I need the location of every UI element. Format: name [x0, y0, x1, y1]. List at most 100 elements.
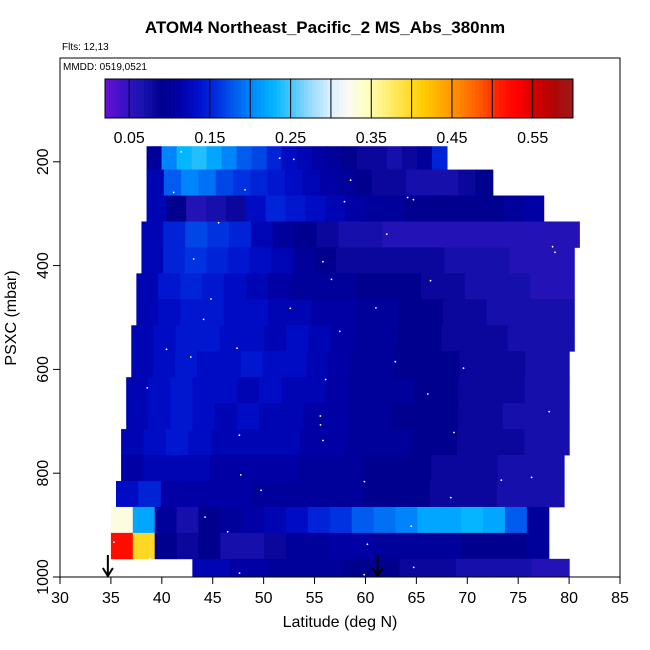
- heatmap-cell: [298, 455, 321, 482]
- heatmap-cell: [351, 532, 375, 560]
- heatmap-cell: [266, 146, 283, 170]
- colorbar-swatch: [249, 79, 254, 118]
- colorbar-swatch: [374, 79, 379, 118]
- heatmap-cell: [397, 325, 420, 352]
- heatmap-cell: [466, 247, 489, 274]
- heatmap-cell: [486, 273, 510, 300]
- heatmap-cell: [221, 146, 238, 170]
- colorbar-swatch: [159, 79, 164, 118]
- heatmap-cell: [322, 429, 346, 456]
- heatmap-cell: [373, 506, 397, 534]
- heatmap-cell: [379, 247, 402, 274]
- heatmap-cell: [369, 403, 393, 430]
- colorbar-swatch: [147, 79, 153, 118]
- sample-dot: [324, 378, 327, 381]
- sample-dot: [363, 480, 366, 483]
- heatmap-cell: [285, 169, 303, 196]
- heatmap-cell: [415, 351, 439, 378]
- sample-dot: [375, 307, 377, 309]
- heatmap-cell: [458, 403, 482, 430]
- heatmap-cell: [165, 429, 189, 456]
- heatmap-cell: [170, 377, 194, 404]
- heatmap-cell: [525, 351, 548, 378]
- heatmap-cell: [336, 247, 359, 274]
- heatmap-cell: [458, 169, 477, 196]
- colorbar-swatch: [327, 79, 332, 118]
- heatmap-cell: [154, 506, 178, 534]
- colorbar-swatch: [420, 79, 426, 118]
- heatmap-cell: [474, 558, 495, 578]
- colorbar-swatch: [440, 79, 445, 118]
- colorbar-swatch: [366, 79, 371, 118]
- heatmap-cell: [262, 351, 286, 378]
- x-tick-label: 30: [51, 590, 69, 607]
- heatmap-cell: [330, 325, 354, 352]
- heatmap-cell: [407, 480, 431, 508]
- heatmap-cell: [248, 558, 269, 578]
- colorbar-swatch: [534, 79, 539, 118]
- heatmap-cell: [436, 403, 459, 430]
- heatmap-cell: [192, 558, 212, 578]
- sample-dot: [238, 572, 241, 575]
- heatmap-cell: [250, 480, 274, 508]
- heatmap-cell: [311, 273, 334, 300]
- heatmap-cell: [186, 195, 207, 222]
- heatmap-cell: [531, 558, 551, 578]
- sample-dot: [165, 348, 168, 351]
- colorbar-swatch: [303, 79, 309, 118]
- heatmap-cell: [519, 455, 543, 482]
- heatmap-cell: [202, 299, 225, 326]
- colorbar-swatch: [362, 79, 367, 118]
- heatmap-cell: [316, 221, 340, 248]
- colorbar-swatch: [112, 79, 118, 118]
- heatmap-cell: [333, 273, 356, 300]
- heatmap-cell: [259, 403, 282, 430]
- heatmap-cell: [210, 429, 234, 456]
- heatmap-cell: [464, 195, 485, 222]
- sample-dot: [319, 415, 322, 417]
- heatmap-cell: [355, 299, 378, 326]
- colorbar-swatch: [479, 79, 484, 118]
- heatmap-cell: [281, 146, 298, 170]
- heatmap-cell: [276, 455, 299, 482]
- heatmap-cell: [461, 506, 484, 534]
- heatmap-cell: [249, 247, 272, 274]
- heatmap-cell: [325, 403, 349, 430]
- heatmap-cell: [207, 221, 230, 248]
- heatmap-cell: [143, 455, 166, 482]
- heatmap-cell: [526, 506, 550, 534]
- heatmap-cell: [502, 377, 526, 404]
- colorbar-swatch: [292, 79, 297, 118]
- colorbar-swatch: [514, 79, 519, 118]
- heatmap-cell: [414, 377, 437, 404]
- heatmap-cell: [345, 429, 369, 456]
- heatmap-cell: [362, 480, 386, 508]
- heatmap-cell: [184, 247, 207, 274]
- heatmap-cell: [295, 480, 319, 508]
- sample-dot: [412, 198, 415, 201]
- heatmap-cell: [350, 351, 373, 378]
- heatmap-cell: [431, 455, 454, 482]
- heatmap-cell: [401, 247, 424, 274]
- sample-dot: [394, 360, 397, 363]
- heatmap-cell: [284, 351, 307, 378]
- heatmap-cell: [223, 299, 247, 326]
- colorbar-swatch: [307, 79, 313, 118]
- heatmap-cell: [529, 325, 553, 352]
- heatmap-cell: [131, 325, 155, 352]
- heatmap-cell: [131, 351, 154, 378]
- heatmap-cell: [245, 299, 269, 326]
- heatmap-cell: [557, 221, 580, 248]
- colorbar-swatch: [424, 79, 430, 118]
- heatmap-cell: [191, 146, 208, 170]
- sample-dot: [406, 196, 409, 199]
- colorbar-swatch: [163, 79, 168, 118]
- colorbar-swatch: [183, 79, 188, 118]
- heatmap-cell: [541, 455, 565, 482]
- heatmap-cell: [272, 480, 296, 508]
- sample-dot: [330, 278, 333, 281]
- heatmap-cell: [355, 273, 378, 300]
- heatmap-cell: [487, 247, 510, 274]
- colorbar-swatch: [175, 79, 180, 118]
- heatmap-cell: [192, 377, 216, 404]
